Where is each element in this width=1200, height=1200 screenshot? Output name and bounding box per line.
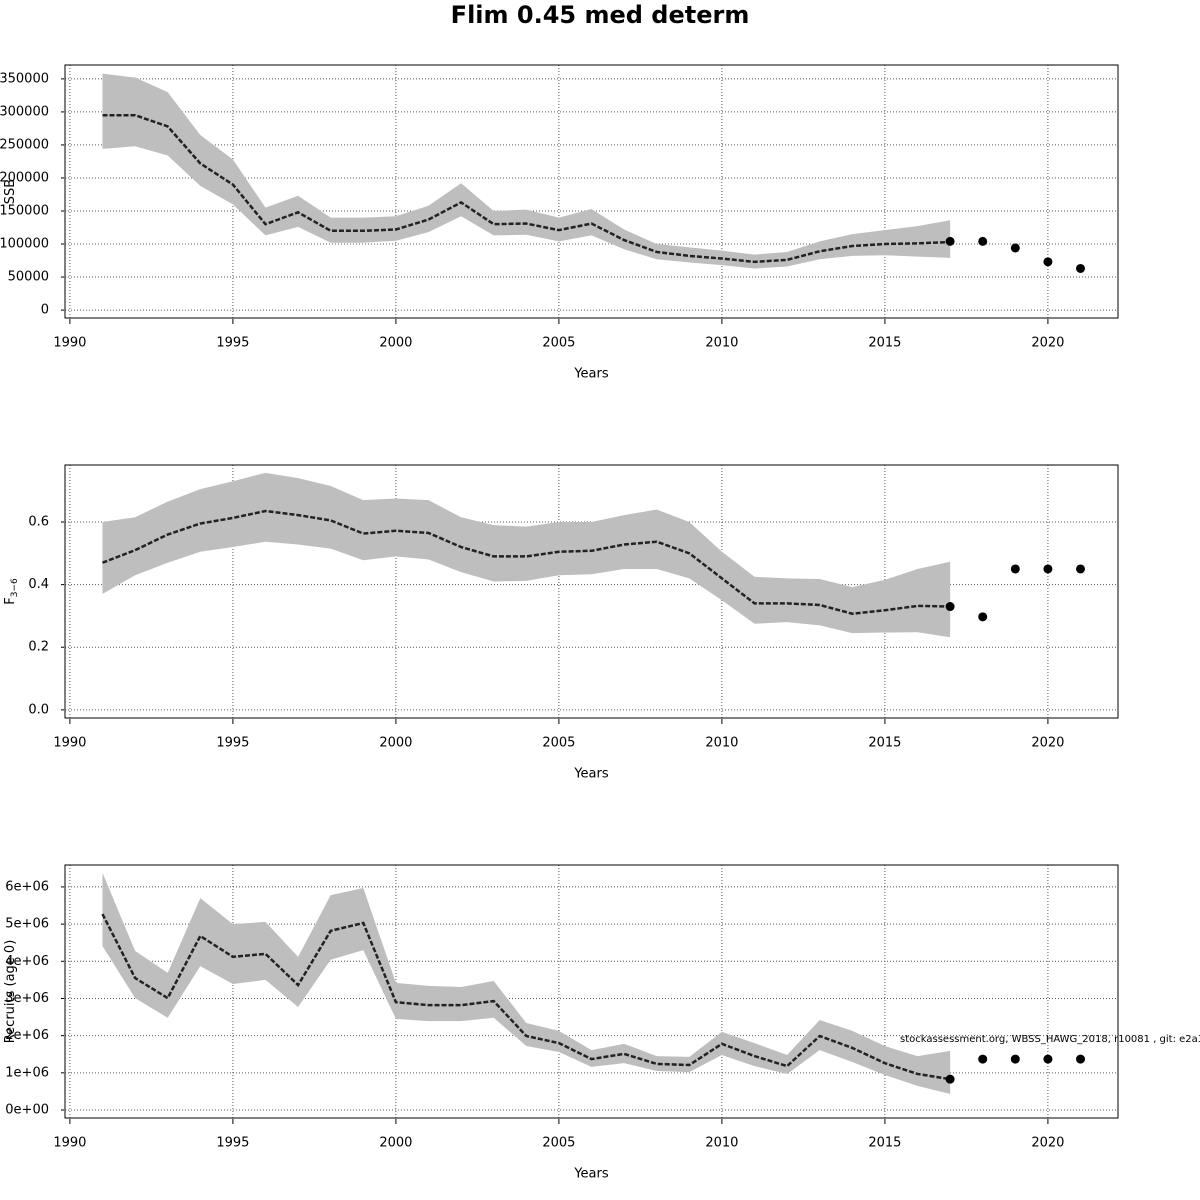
confidence-band	[102, 472, 951, 638]
x-tick-label: 2020	[1031, 1136, 1064, 1151]
y-tick-label: 250000	[0, 137, 49, 152]
x-tick-label: 2015	[868, 736, 901, 751]
projection-point	[978, 612, 988, 622]
y-axis-label-main: F	[3, 597, 18, 604]
x-tick-label: 2000	[379, 336, 412, 351]
y-axis-label-main: SSB	[3, 179, 18, 204]
projection-point	[1043, 1054, 1053, 1064]
projection-point	[978, 1054, 988, 1064]
estimate-line	[101, 913, 951, 1081]
projection-point	[1076, 1054, 1086, 1064]
x-axis-label: Years	[573, 767, 609, 782]
y-tick-label: 200000	[0, 170, 49, 185]
x-tick-label: 2015	[868, 336, 901, 351]
estimate-line	[102, 509, 951, 615]
y-axis-label: SSB	[3, 179, 18, 204]
y-tick-label: 300000	[0, 104, 49, 119]
x-tick-label: 2020	[1031, 336, 1064, 351]
y-tick-label: 5e+06	[5, 917, 49, 932]
y-tick-label: 3e+06	[5, 991, 49, 1006]
y-tick-label: 350000	[0, 71, 49, 86]
annotation: stockassessment.org, WBSS_HAWG_2018, r10…	[900, 1034, 1200, 1045]
chart-title: Flim 0.45 med determ	[451, 1, 750, 29]
projection-point	[1043, 564, 1053, 574]
x-tick-label: 1995	[216, 736, 249, 751]
x-tick-label: 1990	[53, 336, 86, 351]
projection-point	[945, 602, 955, 612]
y-tick-label: 6e+06	[5, 879, 49, 894]
x-tick-label: 2005	[542, 1136, 575, 1151]
plot-frame	[64, 864, 1119, 1119]
y-tick-label: 2e+06	[5, 1028, 49, 1043]
x-tick-label: 1995	[216, 336, 249, 351]
y-tick-label: 0.0	[28, 702, 49, 717]
y-tick-label: 4e+06	[5, 954, 49, 969]
x-tick-label: 2000	[379, 736, 412, 751]
projection-point	[1043, 257, 1053, 267]
y-tick-label: 0.6	[28, 514, 49, 529]
x-tick-label: 2015	[868, 1136, 901, 1151]
x-tick-label: 2005	[542, 736, 575, 751]
x-axis-label: Years	[573, 1167, 609, 1182]
plot-frame	[64, 464, 1119, 719]
x-tick-label: 2000	[379, 1136, 412, 1151]
x-tick-label: 1990	[53, 736, 86, 751]
projection-point	[945, 236, 955, 246]
projection-point	[1010, 1054, 1020, 1064]
projection-point	[978, 236, 988, 246]
y-tick-label: 50000	[8, 270, 49, 285]
x-tick-label: 2020	[1031, 736, 1064, 751]
y-tick-label: 0e+00	[5, 1103, 49, 1118]
y-tick-label: 0.2	[28, 640, 49, 655]
x-tick-label: 1990	[53, 1136, 86, 1151]
estimate-line	[102, 113, 951, 264]
projection-point	[1076, 564, 1086, 574]
projection-point	[1076, 263, 1086, 273]
projection-point	[1010, 243, 1020, 253]
y-tick-label: 150000	[0, 203, 49, 218]
x-tick-label: 1995	[216, 1136, 249, 1151]
projection-point	[945, 1074, 955, 1084]
plot-frame	[64, 64, 1119, 319]
y-axis-label-main: Recruits (age 0)	[3, 940, 18, 1044]
y-tick-label: 100000	[0, 237, 49, 252]
confidence-band	[102, 872, 951, 1095]
y-tick-label: 0	[41, 303, 49, 318]
y-axis-label-sub: 3−6	[10, 578, 20, 597]
y-tick-label: 0.4	[28, 577, 49, 592]
confidence-band	[102, 73, 951, 269]
x-tick-label: 2010	[705, 336, 738, 351]
x-tick-label: 2010	[705, 1136, 738, 1151]
y-tick-label: 1e+06	[5, 1065, 49, 1080]
y-axis-label: Recruits (age 0)	[3, 940, 18, 1044]
x-axis-label: Years	[573, 367, 609, 382]
y-axis-label: F3−6	[3, 578, 20, 605]
projection-point	[1010, 564, 1020, 574]
x-tick-label: 2005	[542, 336, 575, 351]
x-tick-label: 2010	[705, 736, 738, 751]
